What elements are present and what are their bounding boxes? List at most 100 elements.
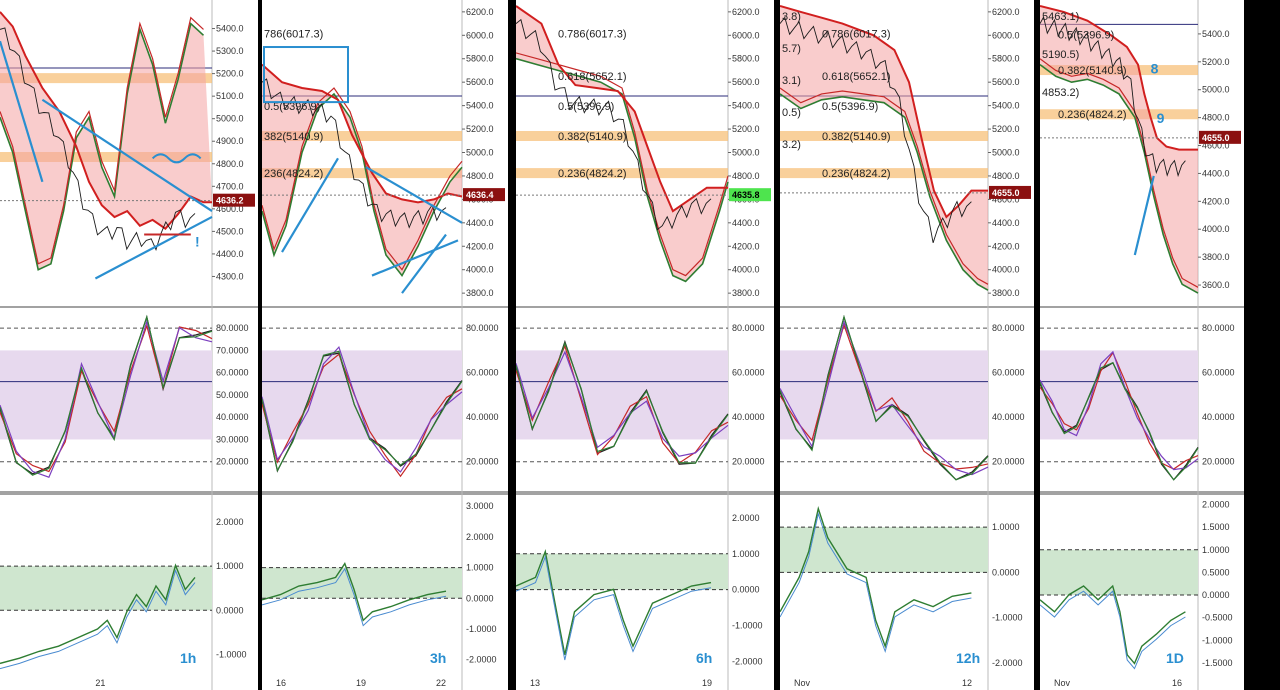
time-tick-label: 13 xyxy=(530,678,540,688)
clipped-fib-label: 5463.1) xyxy=(1042,11,1079,23)
cloud-ribbon xyxy=(0,11,212,270)
cci-tick-label: 2.0000 xyxy=(216,517,244,527)
cci-tick-label: 3.0000 xyxy=(466,501,494,511)
fib-level-label: 0.618(5652.1) xyxy=(822,71,891,83)
stoch-tick-label: 20.0000 xyxy=(1202,457,1235,467)
price-tick-label: 4200.0 xyxy=(1202,196,1230,206)
time-tick-label: 22 xyxy=(436,678,446,688)
stoch-band xyxy=(1040,350,1198,440)
cci-signal-line xyxy=(0,568,196,670)
cci-signal-line xyxy=(262,567,447,627)
price-tick-label: 6200.0 xyxy=(992,7,1020,17)
stoch-tick-label: 40.0000 xyxy=(732,412,765,422)
stoch-tick-label: 60.0000 xyxy=(732,368,765,378)
chart-panel-3h: 6200.0 6000.0 5800.0 5600.0 5400.0 5200.0 5000… xyxy=(262,0,508,690)
cci-tick-label: 1.0000 xyxy=(216,561,244,571)
last-price-label: 4655.0 xyxy=(992,188,1020,198)
cci-tick-label: 2.0000 xyxy=(466,532,494,542)
trendline-lower xyxy=(94,215,213,280)
fib-zone-band xyxy=(516,168,728,179)
stoch-tick-label: 60.0000 xyxy=(466,368,499,378)
price-tick-label: 5000.0 xyxy=(216,114,244,124)
candle-trace xyxy=(516,18,712,231)
fib-level-label: 382(5140.9) xyxy=(264,131,323,143)
stoch-tick-label: 60.0000 xyxy=(992,368,1025,378)
cci-tick-label: -2.0000 xyxy=(732,656,763,666)
chart-panel-1h: 5400.0 5300.0 5200.0 5100.0 5000.0 4900.0 4800… xyxy=(0,0,258,690)
stoch-tick-label: 70.0000 xyxy=(216,345,249,355)
price-tick-label: 3800.0 xyxy=(466,288,494,298)
timeframe-label: 6h xyxy=(696,650,713,666)
ribbon-green-line xyxy=(516,57,729,283)
cci-tick-label: 0.0000 xyxy=(1202,590,1230,600)
timeframe-label: 1D xyxy=(1166,650,1184,666)
clipped-fib-label: 5.7) xyxy=(782,43,801,55)
fib-zone-band xyxy=(780,168,988,179)
price-tick-label: 4800.0 xyxy=(992,171,1020,181)
stoch-tick-label: 80.0000 xyxy=(732,323,765,333)
stoch-tick-label: 20.0000 xyxy=(732,457,765,467)
price-tick-label: 4000.0 xyxy=(466,265,494,275)
price-tick-label: 4400.0 xyxy=(466,218,494,228)
chart-panel-6h: 6200.0 6000.0 5800.0 5600.0 5400.0 5200.0 5000… xyxy=(516,0,774,690)
stoch-line xyxy=(262,350,463,473)
fib-level-label: 0.5(5396.9) xyxy=(822,101,878,113)
cci-tick-label: 0.5000 xyxy=(1202,567,1230,577)
uptrend-arrow xyxy=(281,157,339,253)
price-tick-label: 4200.0 xyxy=(466,241,494,251)
stoch-tick-label: 60.0000 xyxy=(1202,368,1235,378)
fib-level-label: 0.382(5140.9) xyxy=(558,131,627,143)
price-tick-label: 5000.0 xyxy=(1202,85,1230,95)
trendline-lower xyxy=(371,239,459,277)
cci-tick-label: 1.0000 xyxy=(466,563,494,573)
ribbon-green-line xyxy=(1040,63,1199,294)
stoch-tick-label: 50.0000 xyxy=(216,390,249,400)
cci-tick-label: 1.0000 xyxy=(992,522,1020,532)
fib-level-label: 0.236(4824.2) xyxy=(822,168,891,180)
price-tick-label: 5600.0 xyxy=(732,77,760,87)
wave-count-label: 9 xyxy=(1157,110,1165,126)
stoch-tick-label: 60.0000 xyxy=(216,368,249,378)
fib-level-label: 0.618(5652.1) xyxy=(558,71,627,83)
stoch-tick-label: 40.0000 xyxy=(992,412,1025,422)
cloud-ribbon xyxy=(262,64,462,276)
stoch-tick-label: 30.0000 xyxy=(216,434,249,444)
price-tick-label: 6000.0 xyxy=(992,30,1020,40)
stoch-line xyxy=(262,345,463,473)
price-tick-label: 5200.0 xyxy=(732,124,760,134)
fib-level-label: 236(4824.2) xyxy=(264,168,323,180)
timeframe-label: 12h xyxy=(956,650,981,666)
price-tick-label: 5400.0 xyxy=(466,101,494,111)
stoch-line xyxy=(1040,361,1199,481)
price-tick-label: 5600.0 xyxy=(992,77,1020,87)
fib-level-label: 0.786(6017.3) xyxy=(822,28,891,40)
cci-signal-line xyxy=(780,511,972,654)
time-tick-label: 21 xyxy=(95,678,105,688)
cci-line xyxy=(1040,584,1186,665)
cci-tick-label: -1.0000 xyxy=(466,624,497,634)
price-tick-label: 4400.0 xyxy=(992,218,1020,228)
stoch-line xyxy=(0,319,213,478)
trendline-upper xyxy=(365,166,463,224)
cci-tick-label: 0.0000 xyxy=(216,605,244,615)
last-price-tag xyxy=(729,188,771,202)
price-tick-label: 4000.0 xyxy=(732,265,760,275)
stoch-line xyxy=(1040,350,1199,471)
price-tick-label: 4800.0 xyxy=(732,171,760,181)
price-tick-label: 4600.0 xyxy=(1202,141,1230,151)
price-tick-label: 4700.0 xyxy=(216,181,244,191)
chart-svg-12h: 6200.0 6000.0 5800.0 5600.0 5400.0 5200.0 5000… xyxy=(780,0,1034,690)
last-price-tag xyxy=(1199,130,1241,144)
price-line xyxy=(780,5,988,219)
cci-tick-label: -1.0000 xyxy=(1202,635,1233,645)
cci-signal-line xyxy=(1040,590,1186,670)
last-price-label: 4636.4 xyxy=(466,190,494,200)
stoch-tick-label: 20.0000 xyxy=(466,457,499,467)
chart-svg-6h: 6200.0 6000.0 5800.0 5600.0 5400.0 5200.0 5000… xyxy=(516,0,774,690)
last-price-label: 4655.0 xyxy=(1202,133,1230,143)
time-tick-label: Nov xyxy=(1054,678,1071,688)
clipped-fib-label: 4853.2) xyxy=(1042,87,1079,99)
time-tick-label: 12 xyxy=(962,678,972,688)
fib-zone-band xyxy=(0,73,212,84)
price-tick-label: 4900.0 xyxy=(216,136,244,146)
